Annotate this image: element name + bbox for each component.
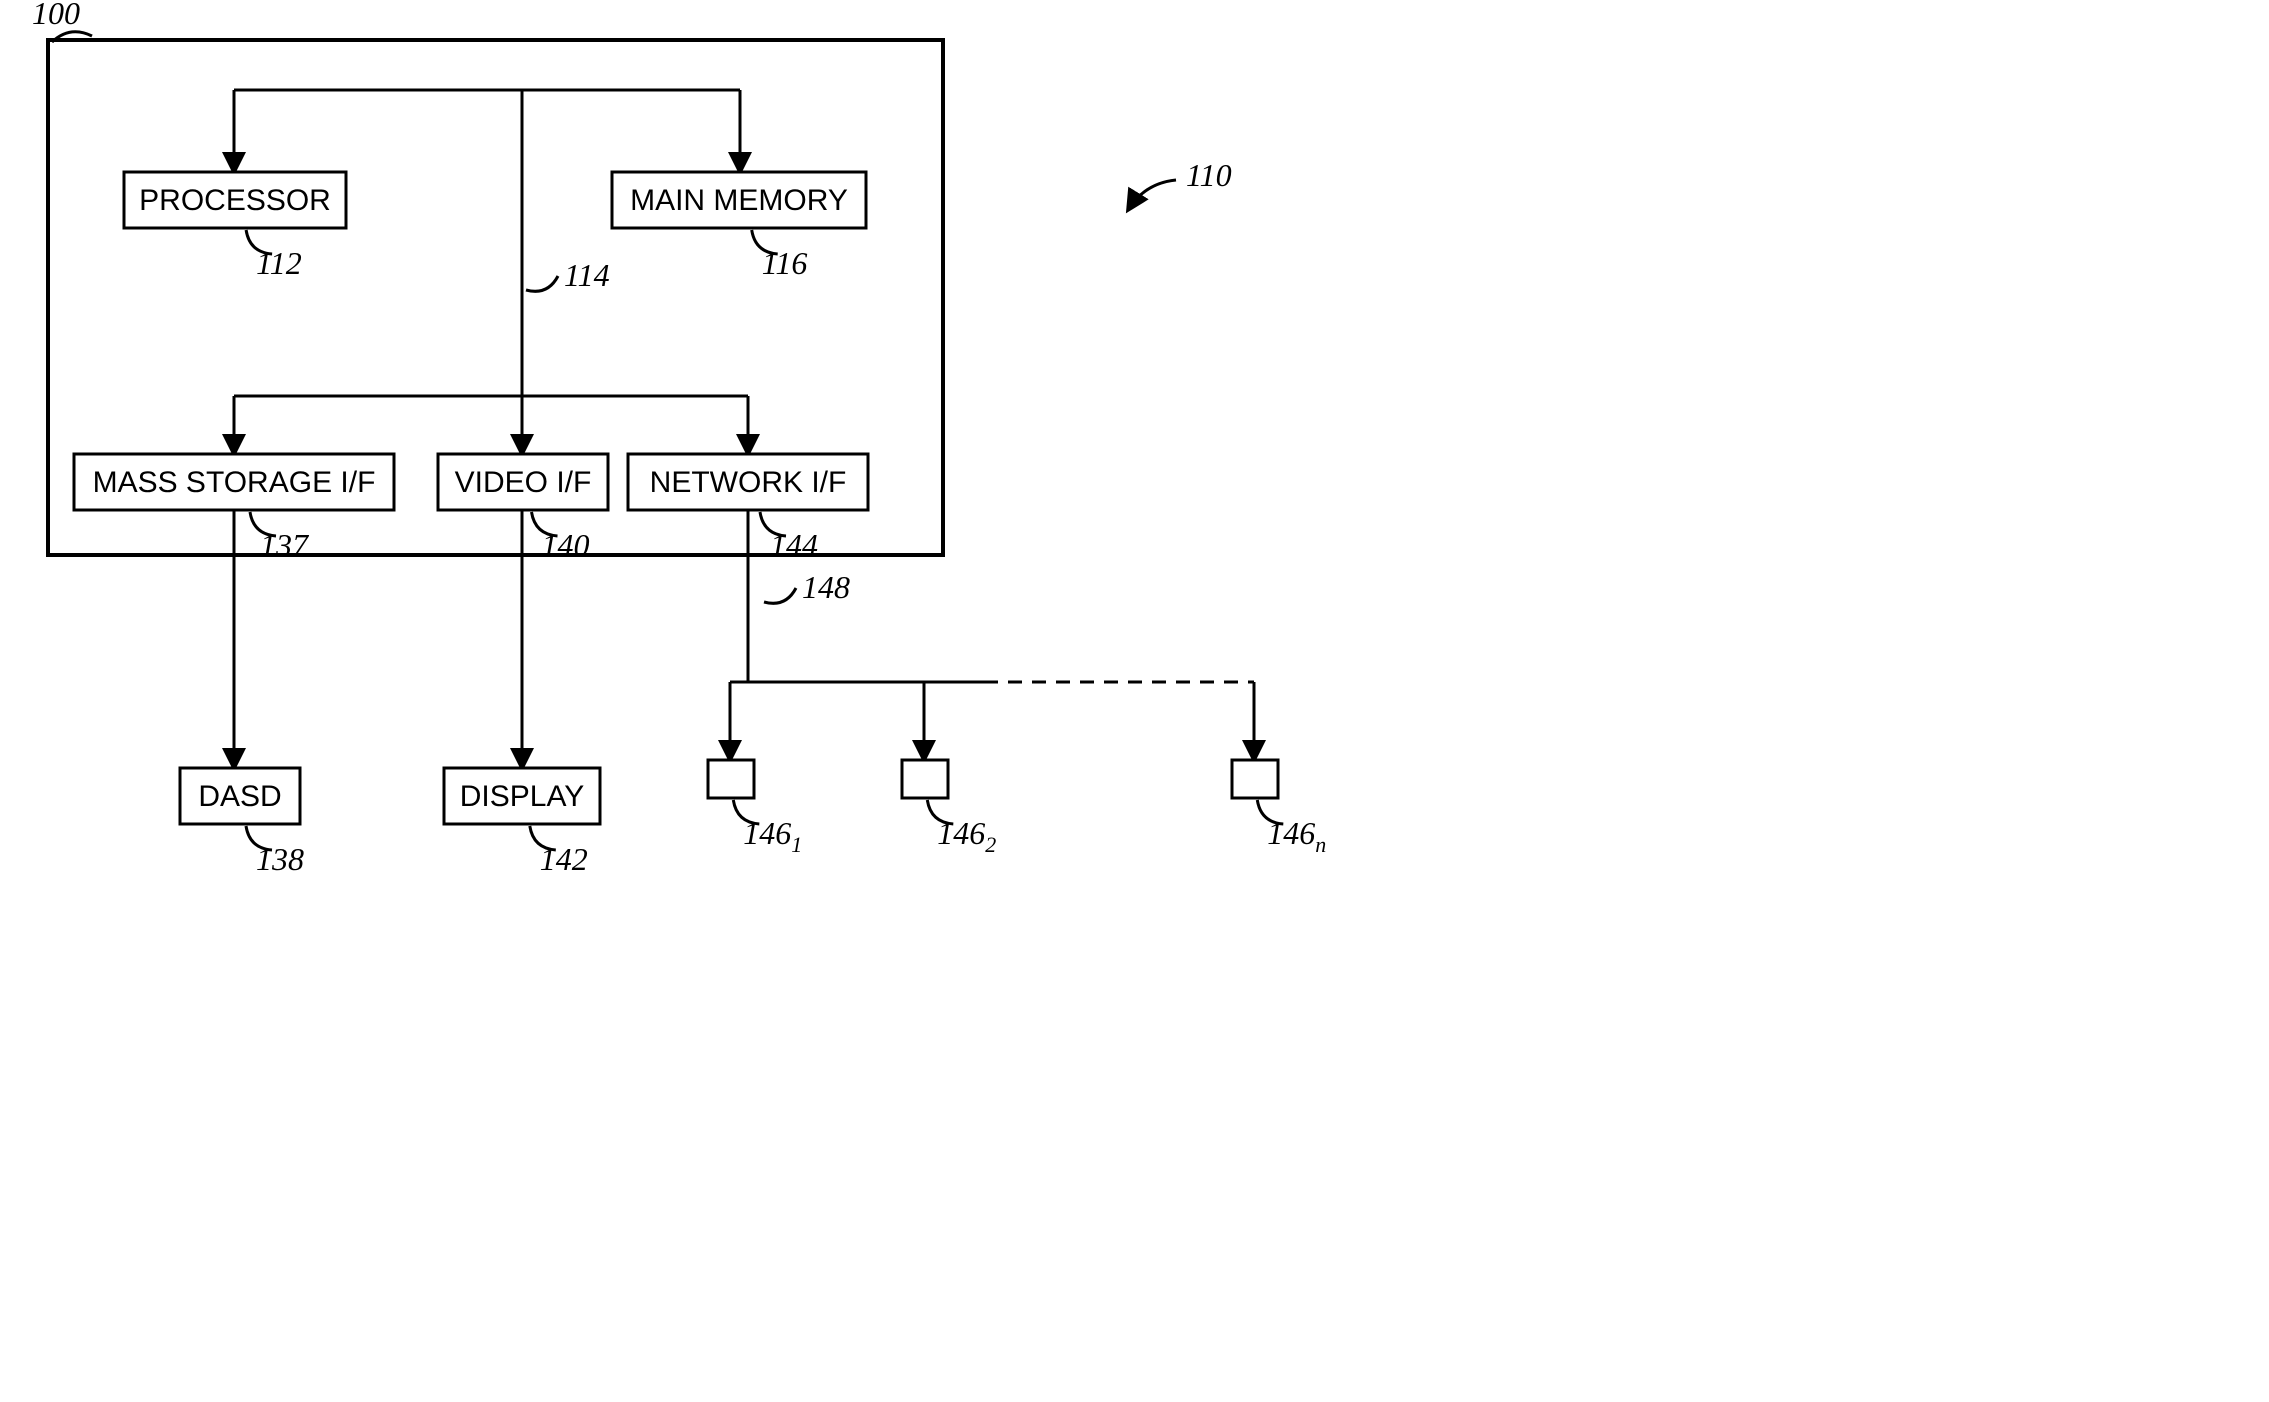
node-label-video_if: VIDEO I/F <box>455 466 592 499</box>
ref-label: 1462 <box>937 815 996 857</box>
node-label-main_memory: MAIN MEMORY <box>630 184 848 217</box>
ref-label: 140 <box>542 527 590 563</box>
node-label-mass_if: MASS STORAGE I/F <box>93 466 376 499</box>
ref-label: 148 <box>802 569 850 605</box>
ref-label: 112 <box>256 245 302 281</box>
ref-label: 100 <box>32 0 80 31</box>
node-devn <box>1232 760 1278 798</box>
ref-label: 114 <box>564 257 610 293</box>
annotation-arrow <box>1128 180 1176 210</box>
ref-label: 146n <box>1267 815 1326 857</box>
ref-label: 142 <box>540 841 588 877</box>
ref-label: 116 <box>762 245 808 281</box>
ref-label: 137 <box>260 527 310 563</box>
node-label-network_if: NETWORK I/F <box>650 466 847 499</box>
annotation-label: 110 <box>1186 157 1232 193</box>
ref-label: 138 <box>256 841 304 877</box>
node-dev1 <box>708 760 754 798</box>
node-dev2 <box>902 760 948 798</box>
node-label-dasd: DASD <box>198 780 281 813</box>
ref-leader <box>764 588 796 603</box>
ref-label: 1461 <box>743 815 802 857</box>
block-diagram: 100 PROCESSOR 112 MAIN MEMORY 116 MASS STORAG… <box>0 0 1512 935</box>
ref-label: 144 <box>770 527 818 563</box>
node-label-processor: PROCESSOR <box>139 184 331 217</box>
ref-leader <box>526 276 558 291</box>
node-label-display: DISPLAY <box>460 780 585 813</box>
